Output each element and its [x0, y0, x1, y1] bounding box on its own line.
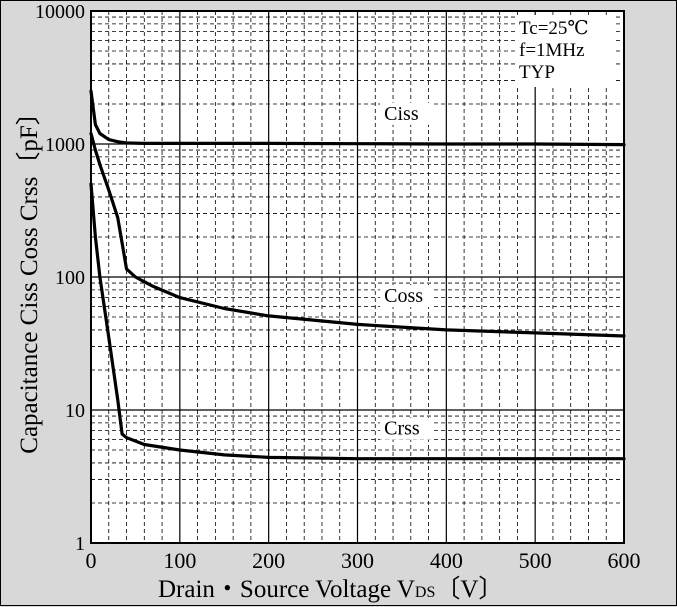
condition-temperature: Tc=25℃: [519, 18, 589, 39]
series-label-crss: Crss: [384, 418, 420, 440]
series-label-bg: [380, 285, 435, 308]
conditions-box: [515, 15, 613, 87]
y-tick-label: 1000: [45, 134, 85, 156]
series-line-ciss: [89, 89, 626, 147]
y-tick-labels: 1 10 100 1000 10000: [35, 1, 85, 555]
y-tick-label: 10000: [35, 1, 85, 23]
x-tick-label: 200: [252, 548, 285, 573]
series-label-coss: Coss: [384, 285, 423, 307]
x-tick-label: 0: [86, 548, 97, 573]
series-layer: [89, 89, 626, 461]
y-tick-label: 100: [55, 267, 85, 289]
x-axis-label: Drain・Source Voltage VDS〔V〕: [158, 575, 503, 603]
condition-frequency: f=1MHz: [519, 40, 585, 61]
series-label-ciss: Ciss: [384, 103, 419, 125]
series-label-bg: [380, 417, 435, 440]
y-tick-label: 10: [65, 400, 85, 422]
series-line-coss: [89, 131, 626, 338]
x-axis-label-unit: 〔V〕: [435, 575, 503, 603]
x-axis-label-main: Drain・Source Voltage V: [158, 576, 415, 603]
x-tick-label: 100: [163, 548, 196, 573]
x-tick-label: 600: [608, 548, 641, 573]
series-line-crss: [89, 182, 626, 461]
y-axis-label: Capacitance Ciss Coss Crss〔pF〕: [15, 100, 43, 453]
x-tick-labels: 0 100 200 300 400 500 600: [86, 548, 641, 573]
condition-typ: TYP: [519, 62, 555, 83]
x-tick-label: 500: [519, 548, 552, 573]
x-tick-label: 400: [430, 548, 463, 573]
plot-border: [90, 10, 625, 544]
series-labels: Ciss Coss Crss: [380, 102, 435, 440]
y-tick-label: 1: [75, 533, 85, 555]
series-label-bg: [380, 102, 435, 125]
x-axis-label-sub: DS: [415, 584, 435, 601]
x-tick-label: 300: [341, 548, 374, 573]
